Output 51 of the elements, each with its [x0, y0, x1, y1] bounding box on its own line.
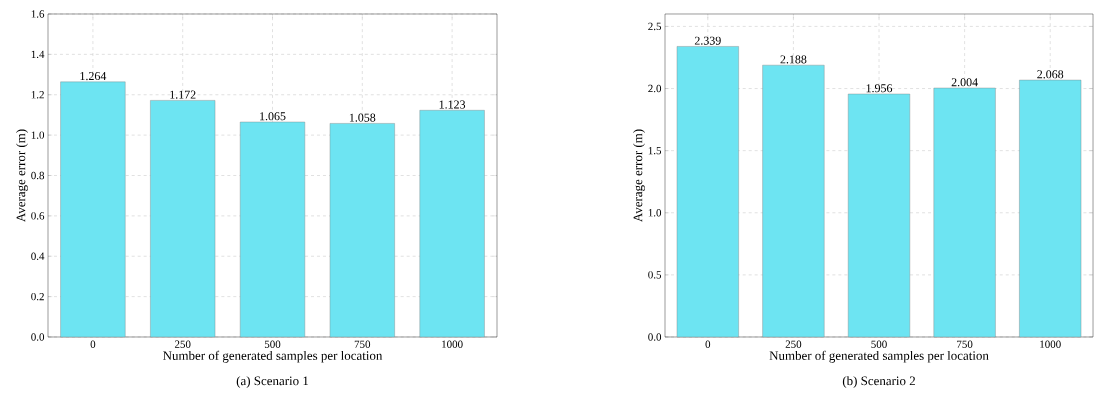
data-label: 1.065	[260, 112, 286, 121]
x-axis-title: Number of generated samples per location	[163, 350, 383, 363]
x-tick-label: 1000	[442, 340, 463, 348]
x-tick-label: 500	[264, 340, 281, 348]
x-tick-label: 750	[957, 340, 973, 348]
y-tick-label: 1.0	[31, 131, 45, 139]
y-tick-label: 2.5	[648, 22, 662, 31]
bar	[239, 121, 306, 338]
x-tick-label: 1000	[1040, 340, 1061, 348]
x-tick-label: 500	[871, 340, 887, 348]
data-label: 2.339	[694, 36, 721, 45]
bar	[60, 81, 126, 338]
y-tick-label: 0.8	[31, 171, 45, 180]
bar	[762, 64, 825, 338]
bar	[848, 93, 911, 338]
x-tick-label: 0	[90, 340, 96, 348]
y-tick-label: 2.0	[648, 84, 662, 93]
bar	[419, 110, 485, 338]
x-tick-label: 250	[174, 340, 191, 348]
y-tick-label: 1.0	[648, 209, 662, 217]
y-tick-label: 1.2	[31, 91, 44, 99]
y-tick-label: 0.6	[31, 212, 45, 220]
x-tick-label: 250	[785, 340, 802, 348]
x-tick-label: 0	[705, 340, 711, 348]
x-tick-label: 750	[354, 340, 371, 348]
y-tick-label: 1.6	[31, 10, 45, 18]
data-label: 2.004	[951, 78, 978, 87]
bar	[329, 123, 395, 338]
data-label: 1.172	[170, 90, 196, 99]
data-label: 1.956	[866, 84, 893, 93]
data-label: 2.068	[1037, 70, 1064, 79]
y-tick-label: 0.4	[31, 252, 45, 260]
bar	[676, 46, 739, 338]
data-label: 1.058	[349, 113, 376, 122]
y-tick-label: 0.2	[31, 292, 44, 301]
text: (a) Scenario 1	[236, 376, 309, 388]
y-tick-label: 0.0	[648, 333, 662, 341]
y-axis-title: Average error (m)	[633, 129, 645, 222]
y-tick-label: 1.5	[648, 146, 662, 155]
y-tick-label: 0.5	[648, 271, 662, 279]
y-tick-label: 1.4	[31, 50, 45, 59]
x-axis-title: Number of generated samples per location	[769, 350, 989, 363]
bar	[933, 87, 996, 338]
text: (b) Scenario 2	[842, 376, 915, 388]
data-label: 1.123	[439, 100, 466, 109]
y-tick-label: 0.0	[31, 333, 45, 341]
y-axis-title: Average error (m)	[16, 129, 28, 222]
data-label: 2.188	[780, 55, 807, 64]
data-label: 1.264	[80, 72, 107, 81]
bar	[1019, 79, 1082, 338]
bar	[150, 100, 216, 338]
